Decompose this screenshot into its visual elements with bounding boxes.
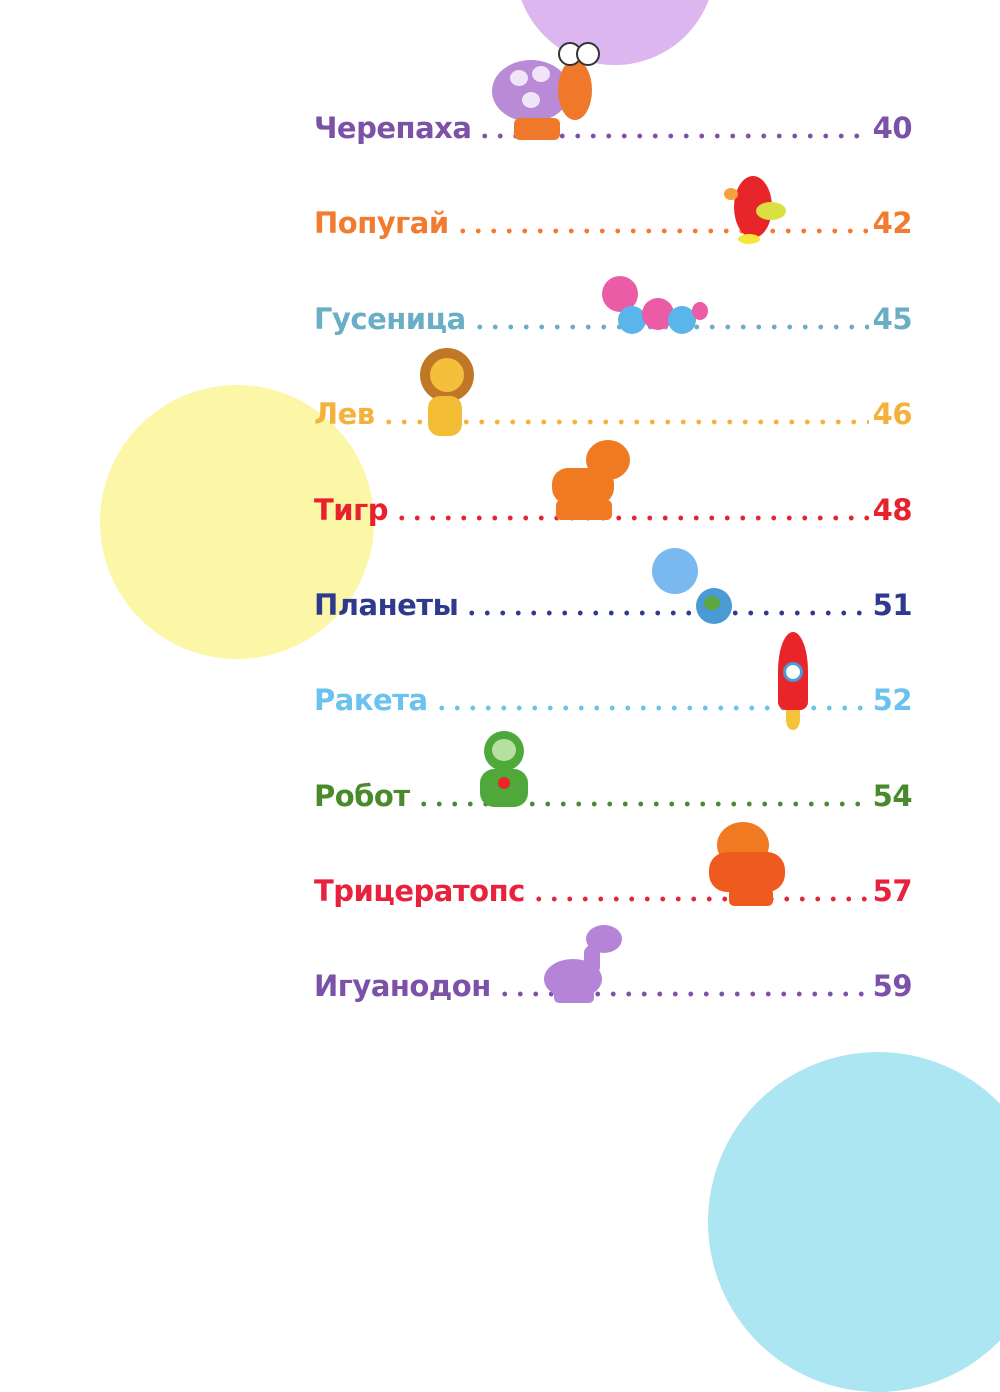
robot-icon: [470, 725, 552, 810]
toc-entry-page: 45: [872, 302, 913, 336]
planets-icon: [652, 548, 737, 628]
iguanodon-icon: [522, 925, 624, 1005]
dot-leader: [394, 515, 869, 521]
toc-entry-lion[interactable]: Лев 46: [314, 394, 913, 434]
toc-entry-title: Трицератопс: [314, 874, 525, 908]
toc-entry-page: 48: [872, 493, 913, 527]
toc-entry-title: Игуанодон: [314, 969, 491, 1003]
toc-entry-planets[interactable]: Планеты 51: [314, 585, 913, 625]
lion-icon: [418, 348, 482, 440]
toc-entry-parrot[interactable]: Попугай 42: [314, 203, 913, 243]
toc-entry-tiger[interactable]: Тигр 48: [314, 490, 913, 530]
toc-entry-page: 59: [872, 969, 913, 1003]
turtle-icon: [492, 40, 602, 145]
dot-leader: [433, 705, 869, 711]
dot-leader: [464, 610, 869, 616]
toc-entry-title: Тигр: [314, 493, 389, 527]
dot-leader: [477, 133, 869, 139]
toc-entry-page: 57: [872, 874, 913, 908]
toc-entry-title: Черепаха: [314, 111, 472, 145]
triceratops-icon: [705, 822, 795, 908]
toc-entry-triceratops[interactable]: Трицератопс 57: [314, 871, 913, 911]
toc-entry-rocket[interactable]: Ракета 52: [314, 680, 913, 720]
toc-entry-page: 46: [872, 397, 913, 431]
dot-leader: [530, 896, 869, 902]
dot-leader: [496, 991, 869, 997]
toc-entry-title: Ракета: [314, 683, 428, 717]
toc-entry-page: 51: [872, 588, 913, 622]
decor-circle-cyan: [708, 1052, 1000, 1392]
toc-entry-page: 52: [872, 683, 913, 717]
toc-entry-title: Попугай: [314, 206, 449, 240]
dot-leader: [454, 228, 869, 234]
toc-entry-title: Лев: [314, 397, 375, 431]
dot-leader: [415, 801, 869, 807]
toc-entry-robot[interactable]: Робот 54: [314, 776, 913, 816]
toc-entry-title: Гусеница: [314, 302, 466, 336]
caterpillar-icon: [600, 258, 710, 336]
toc-entry-turtle[interactable]: Черепаха 40: [314, 108, 913, 148]
toc-entry-page: 42: [872, 206, 913, 240]
parrot-icon: [722, 162, 797, 244]
toc-entry-page: 54: [872, 779, 913, 813]
decor-circle-yellow: [100, 385, 374, 659]
tiger-icon: [540, 440, 635, 526]
rocket-icon: [762, 632, 824, 732]
dot-leader: [380, 419, 869, 425]
toc-entry-page: 40: [872, 111, 913, 145]
toc-entry-iguanodon[interactable]: Игуанодон 59: [314, 966, 913, 1006]
toc-entry-title: Робот: [314, 779, 410, 813]
toc-entry-title: Планеты: [314, 588, 459, 622]
